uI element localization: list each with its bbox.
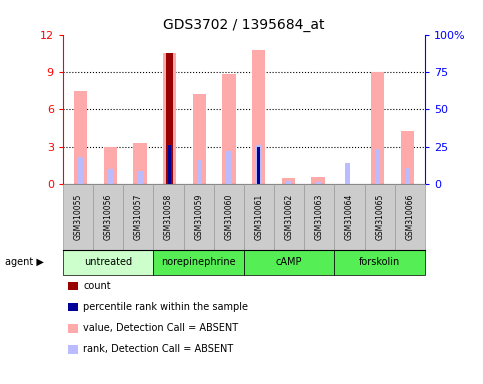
Bar [74,91,87,184]
Title: GDS3702 / 1395684_at: GDS3702 / 1395684_at [163,18,325,32]
Bar [78,157,83,184]
Bar [137,171,142,184]
Text: forskolin: forskolin [359,257,400,267]
Bar [252,50,266,184]
Text: GSM310058: GSM310058 [164,194,173,240]
Bar [256,146,261,184]
Bar [227,151,232,184]
Text: GSM310059: GSM310059 [194,194,203,240]
Bar [345,163,351,184]
Text: percentile rank within the sample: percentile rank within the sample [83,302,248,312]
Text: GSM310060: GSM310060 [224,194,233,240]
Bar [286,181,291,184]
Bar [282,178,295,184]
Text: GSM310055: GSM310055 [73,194,83,240]
Text: untreated: untreated [84,257,132,267]
Text: count: count [83,281,111,291]
Text: GSM310061: GSM310061 [255,194,264,240]
Text: GSM310064: GSM310064 [345,194,354,240]
Bar [133,143,147,184]
Bar [193,94,206,184]
Bar [163,53,176,184]
Text: GSM310062: GSM310062 [284,194,294,240]
Text: GSM310066: GSM310066 [405,194,414,240]
Text: cAMP: cAMP [276,257,302,267]
Bar [104,147,117,184]
Bar [400,131,414,184]
Text: value, Detection Call = ABSENT: value, Detection Call = ABSENT [83,323,238,333]
Text: norepinephrine: norepinephrine [161,257,236,267]
Text: rank, Detection Call = ABSENT: rank, Detection Call = ABSENT [83,344,233,354]
Bar [108,169,113,184]
Bar [197,160,202,184]
Bar [405,168,410,184]
Bar [222,74,236,184]
Bar [312,177,325,184]
Text: GSM310057: GSM310057 [134,194,143,240]
Bar [257,147,260,184]
Bar [371,72,384,184]
Text: GSM310063: GSM310063 [315,194,324,240]
Bar [315,182,321,184]
Bar [168,146,171,184]
Text: GSM310065: GSM310065 [375,194,384,240]
Text: GSM310056: GSM310056 [103,194,113,240]
Text: agent ▶: agent ▶ [5,257,43,267]
Bar [166,53,173,184]
Bar [375,149,380,184]
